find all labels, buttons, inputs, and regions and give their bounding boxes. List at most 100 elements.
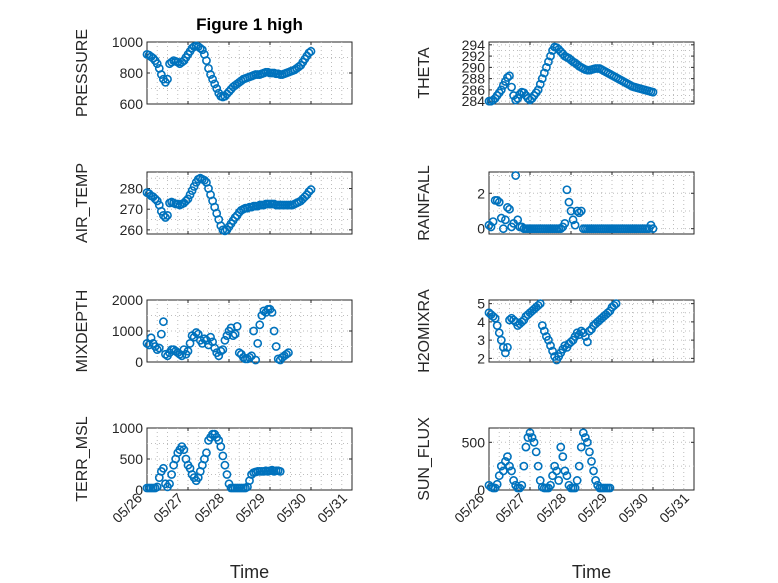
data-point [576, 206, 586, 216]
data-point [269, 326, 279, 336]
data-point [529, 437, 539, 447]
data-point [537, 321, 547, 330]
data-point [228, 331, 238, 341]
data-point [562, 185, 572, 195]
data-point [560, 218, 570, 228]
data-point [546, 341, 555, 350]
data-point [195, 43, 205, 53]
x-tick-label: 05/28 [191, 490, 227, 526]
y-tick-label: 4 [477, 314, 485, 330]
data-point [648, 224, 658, 234]
data-point [187, 186, 197, 195]
data-point [544, 57, 553, 67]
data-point [507, 466, 516, 476]
y-tick-label: 0 [135, 354, 143, 370]
data-point [500, 215, 510, 225]
y-tick-label: 260 [120, 222, 144, 238]
data-point [533, 85, 543, 95]
y-tick-label: 0 [135, 482, 143, 498]
data-point [185, 190, 195, 200]
y-tick-label: 284 [462, 93, 486, 109]
data-point [578, 428, 588, 438]
data-point [496, 213, 506, 223]
y-tick-label: 2 [477, 185, 485, 201]
data-point [570, 483, 580, 493]
data-point [216, 346, 226, 356]
x-axis-label: Time [230, 562, 269, 582]
data-point [583, 437, 592, 447]
y-axis-label: TERR_MSL [74, 416, 91, 501]
data-point [214, 351, 224, 361]
y-tick-label: 500 [120, 451, 144, 467]
x-tick-label: 05/29 [232, 490, 268, 526]
data-point [210, 79, 220, 89]
data-point [564, 197, 574, 207]
data-point [179, 345, 189, 354]
y-axis-label: THETA [416, 47, 433, 99]
data-point [218, 345, 228, 354]
x-tick-label: 05/30 [273, 490, 309, 526]
data-point [576, 442, 586, 452]
subplot-air_temp: 260 270 280 AIR_TEMP [74, 163, 353, 243]
data-point [509, 315, 518, 325]
x-tick-label: 05/31 [314, 490, 350, 526]
data-point [251, 355, 261, 365]
data-point [572, 476, 582, 485]
data-point [212, 84, 222, 93]
data-point [486, 222, 496, 232]
data-point [142, 338, 152, 348]
data-point [488, 312, 498, 321]
data-point [505, 71, 514, 81]
data-point [222, 470, 232, 479]
data-point [220, 335, 230, 345]
data-point [544, 335, 553, 345]
data-point [535, 299, 545, 309]
data-point [161, 349, 170, 359]
y-tick-label: 3 [477, 332, 485, 348]
data-point [648, 87, 658, 97]
y-tick-label: 0 [477, 221, 485, 237]
data-point [492, 479, 502, 489]
data-point [152, 59, 162, 69]
data-point [503, 203, 512, 212]
y-axis-label: H2OMIXRA [416, 289, 433, 373]
data-point [585, 326, 594, 336]
data-point [156, 70, 166, 79]
data-point [253, 338, 263, 348]
data-point [568, 215, 578, 225]
data-point [167, 470, 176, 479]
subplot-terr_msl: 05/26 05/27 05/28 05/29 05/30 05/3105001000TE… [74, 416, 353, 582]
y-tick-label: 2 [477, 350, 485, 366]
y-axis-label: AIR_TEMP [74, 163, 91, 243]
subplot-sun_flux: 05/26 05/27 05/28 05/29 05/30 05/310500SUN_FL… [416, 417, 695, 582]
data-point [574, 461, 584, 471]
data-point [216, 442, 226, 451]
data-point [533, 301, 543, 310]
data-point [525, 428, 535, 438]
y-tick-label: 290 [462, 59, 486, 75]
data-point [163, 210, 172, 220]
data-point [531, 447, 541, 457]
y-tick-label: 2000 [112, 292, 143, 308]
data-point [605, 483, 615, 493]
data-point [587, 456, 596, 466]
data-point [304, 48, 314, 58]
data-point [222, 331, 232, 341]
data-point [206, 332, 215, 342]
data-point [238, 352, 248, 362]
subplot-pressure: 600 800 1000 PRESSURE [74, 29, 353, 117]
y-tick-label: 600 [120, 96, 144, 112]
data-point [199, 175, 209, 185]
y-axis-label: PRESSURE [74, 29, 91, 117]
x-tick-label: 05/30 [615, 490, 651, 526]
data-point [500, 348, 510, 358]
data-point [232, 321, 242, 331]
y-tick-label: 280 [120, 181, 144, 197]
data-point [304, 187, 314, 197]
data-point [509, 476, 518, 485]
data-point [206, 70, 215, 79]
data-point [150, 194, 160, 204]
data-point [158, 210, 168, 220]
y-tick-label: 292 [462, 48, 486, 64]
x-tick-label: 05/29 [574, 490, 610, 526]
